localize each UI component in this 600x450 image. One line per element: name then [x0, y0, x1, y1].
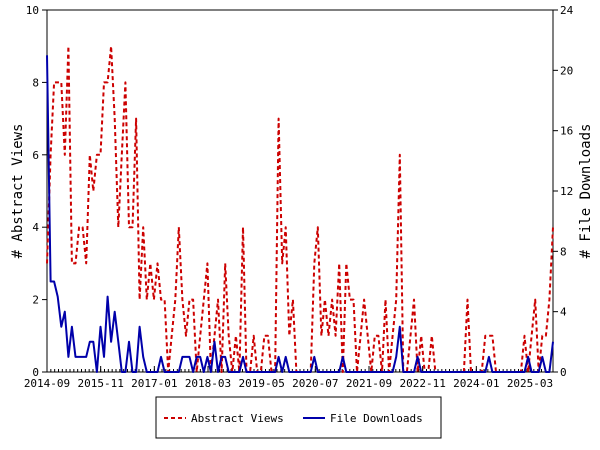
- left-tick-label: 0: [32, 366, 39, 379]
- right-tick-label: 16: [560, 125, 573, 138]
- x-tick-label: 2015-11: [77, 377, 123, 390]
- x-tick-label: 2024-01: [453, 377, 499, 390]
- series-layer: [46, 45, 554, 373]
- left-tick-label: 8: [32, 76, 39, 89]
- x-tick-label: 2019-05: [238, 377, 284, 390]
- x-tick-label: 2022-11: [399, 377, 445, 390]
- plot-frame: [46, 9, 554, 373]
- x-tick-label: 2014-09: [24, 377, 70, 390]
- right-tick-label: 20: [560, 64, 573, 77]
- legend-label-file-downloads: File Downloads: [330, 412, 423, 425]
- right-tick-label: 0: [560, 366, 567, 379]
- right-axis-title: # File Downloads: [578, 124, 594, 259]
- x-tick-label: 2018-03: [185, 377, 231, 390]
- x-tick-label: 2017-01: [131, 377, 177, 390]
- legend-label-abstract-views: Abstract Views: [191, 412, 284, 425]
- left-tick-label: 4: [32, 221, 39, 234]
- right-tick-label: 4: [560, 306, 567, 319]
- left-axis-title: # Abstract Views: [10, 124, 26, 259]
- series-line-abstract-views: [46, 45, 554, 373]
- right-axis: 0 4 8 12 16 20 24: [553, 4, 574, 379]
- x-tick-label: 2025-03: [507, 377, 553, 390]
- left-tick-label: 6: [32, 149, 39, 162]
- x-tick-label: 2021-09: [346, 377, 392, 390]
- x-axis: 2014-09 2015-11 2017-01 2018-03 2019-05 2020-…: [24, 366, 554, 390]
- x-tick-label: 2020-07: [292, 377, 338, 390]
- right-tick-label: 24: [560, 4, 574, 17]
- left-tick-label: 2: [32, 294, 39, 307]
- legend-box: [155, 396, 442, 439]
- series-line-file-downloads: [46, 55, 554, 373]
- left-axis: 0 2 4 6 8 10: [26, 4, 47, 379]
- right-tick-label: 12: [560, 185, 573, 198]
- right-tick-label: 8: [560, 245, 567, 258]
- left-tick-label: 10: [26, 4, 39, 17]
